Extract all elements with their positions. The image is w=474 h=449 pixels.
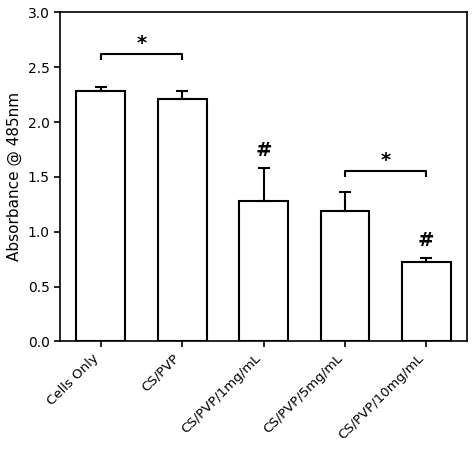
Text: #: # xyxy=(255,141,272,160)
Text: *: * xyxy=(137,34,146,53)
Text: *: * xyxy=(381,151,391,170)
Bar xyxy=(239,201,288,341)
Text: #: # xyxy=(418,231,435,251)
Y-axis label: Absorbance @ 485nm: Absorbance @ 485nm xyxy=(7,92,22,261)
Bar xyxy=(402,263,451,341)
Bar xyxy=(320,211,369,341)
Bar xyxy=(76,92,125,341)
Bar xyxy=(158,99,207,341)
